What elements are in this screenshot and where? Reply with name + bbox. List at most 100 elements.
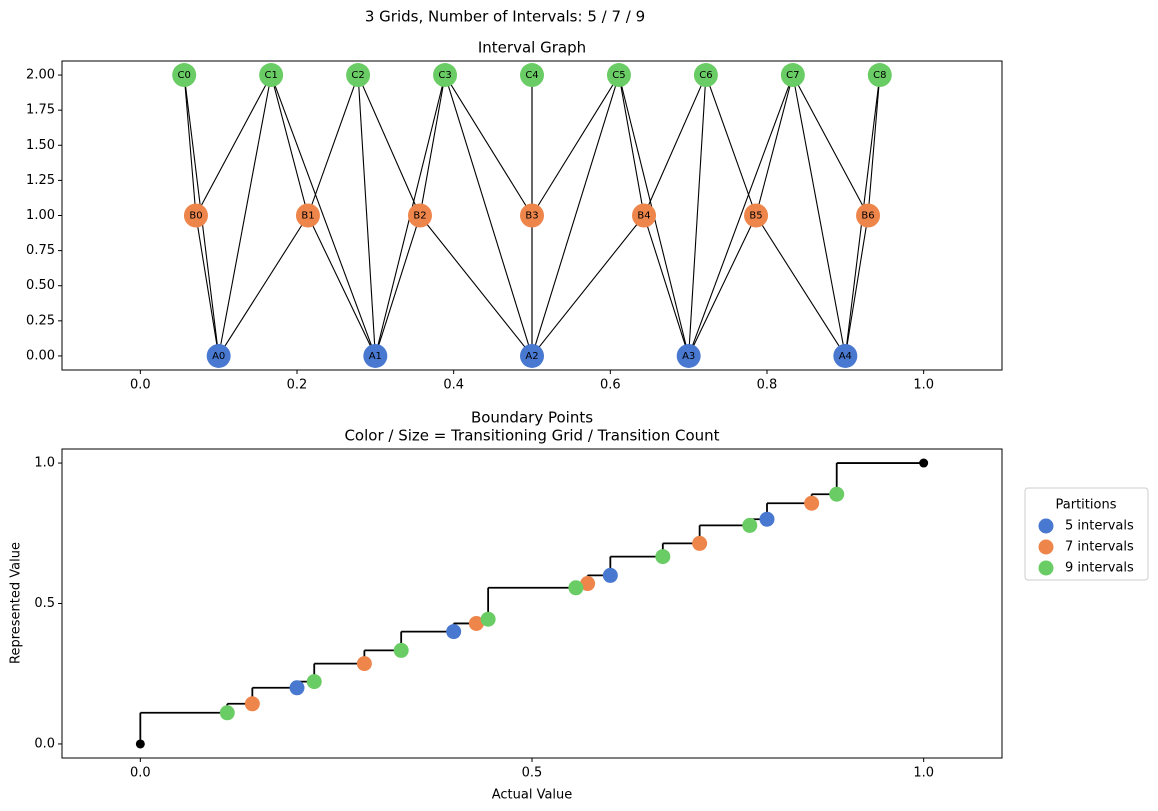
- edge: [218, 74, 272, 357]
- node-label: C7: [786, 70, 799, 81]
- x-tick-label: 0.0: [130, 766, 151, 781]
- chart-title: Boundary Points: [471, 409, 593, 427]
- point: [829, 486, 845, 502]
- node: [520, 203, 544, 228]
- x-axis-label: Actual Value: [492, 788, 573, 803]
- x-tick-label: 1.0: [913, 378, 934, 393]
- node-label: C2: [351, 70, 364, 81]
- x-tick-label: 0.0: [130, 378, 151, 393]
- point: [804, 495, 820, 511]
- x-tick-label: 0.5: [522, 766, 543, 781]
- edge: [307, 215, 376, 357]
- node-label: C8: [873, 70, 886, 81]
- node: [183, 203, 208, 228]
- node-label: C6: [699, 70, 712, 81]
- edge: [755, 215, 846, 357]
- chart-subtitle: Color / Size = Transitioning Grid / Tran…: [344, 427, 719, 445]
- edge: [419, 215, 533, 357]
- node-label: A1: [369, 351, 382, 362]
- node: [407, 203, 432, 228]
- legend-box: [1024, 487, 1149, 581]
- node: [780, 63, 805, 88]
- node-label: A0: [212, 351, 225, 362]
- node-label: C3: [438, 70, 451, 81]
- edge: [270, 74, 309, 216]
- edge: [357, 75, 376, 356]
- node: [346, 63, 371, 88]
- edge: [270, 74, 376, 357]
- node: [744, 203, 769, 228]
- node: [295, 203, 320, 228]
- edge: [688, 74, 794, 357]
- edge: [357, 74, 421, 216]
- node-label: B5: [749, 211, 762, 222]
- edge: [618, 74, 645, 216]
- node-label: C5: [612, 70, 625, 81]
- point: [468, 615, 484, 631]
- point: [306, 674, 322, 690]
- node: [676, 343, 701, 368]
- y-tick-label: 0.5: [34, 596, 55, 611]
- y-axis-label: Represented Value: [9, 542, 24, 664]
- x-tick-label: 0.2: [287, 378, 308, 393]
- point: [655, 549, 671, 565]
- node: [520, 63, 544, 88]
- legend-title: Partitions: [1056, 498, 1117, 513]
- node: [632, 203, 657, 228]
- edge: [688, 75, 707, 356]
- node: [433, 63, 458, 88]
- edge: [531, 215, 645, 357]
- plot-frame: [61, 60, 1003, 371]
- edge: [444, 74, 533, 216]
- edge: [218, 215, 309, 357]
- edge: [307, 74, 359, 216]
- node: [693, 63, 718, 88]
- legend-label: 5 intervals: [1065, 519, 1134, 534]
- y-tick-label: 1.00: [26, 208, 55, 223]
- figure-title: 3 Grids, Number of Intervals: 5 / 7 / 9: [365, 8, 645, 26]
- point: [289, 680, 305, 696]
- legend-label: 9 intervals: [1065, 561, 1134, 576]
- point: [446, 624, 462, 640]
- edge: [705, 74, 757, 216]
- x-tick-label: 1.0: [913, 766, 934, 781]
- edge: [444, 74, 533, 357]
- legend-label: 7 intervals: [1065, 540, 1134, 555]
- point: [692, 535, 708, 551]
- node-label: C1: [264, 70, 277, 81]
- legend-marker: [1038, 539, 1054, 555]
- y-tick-label: 2.00: [26, 68, 55, 83]
- edge: [419, 74, 446, 216]
- edge: [867, 74, 881, 216]
- node-label: A3: [682, 351, 695, 362]
- endpoint: [919, 458, 929, 468]
- node-label: C4: [525, 70, 538, 81]
- node-label: C0: [178, 70, 191, 81]
- edge: [792, 74, 846, 357]
- y-tick-label: 0.25: [26, 313, 55, 328]
- y-tick-label: 0.0: [34, 736, 55, 751]
- node: [259, 63, 284, 88]
- chart-title: Interval Graph: [478, 39, 586, 57]
- node-label: B3: [525, 211, 538, 222]
- x-tick-label: 0.6: [600, 378, 621, 393]
- edge: [531, 74, 620, 216]
- edge: [755, 74, 794, 216]
- node: [867, 63, 892, 88]
- node-label: B6: [861, 211, 874, 222]
- node-label: A2: [525, 351, 538, 362]
- point: [480, 611, 496, 627]
- point: [580, 576, 596, 592]
- point: [356, 656, 372, 672]
- y-tick-label: 0.75: [26, 243, 55, 258]
- x-tick-label: 0.4: [443, 378, 464, 393]
- node-label: B2: [413, 211, 426, 222]
- legend-marker: [1038, 518, 1054, 534]
- point: [393, 642, 409, 658]
- node: [172, 63, 197, 88]
- point: [742, 517, 758, 533]
- y-tick-label: 1.25: [26, 173, 55, 188]
- node: [856, 203, 881, 228]
- point: [219, 705, 235, 721]
